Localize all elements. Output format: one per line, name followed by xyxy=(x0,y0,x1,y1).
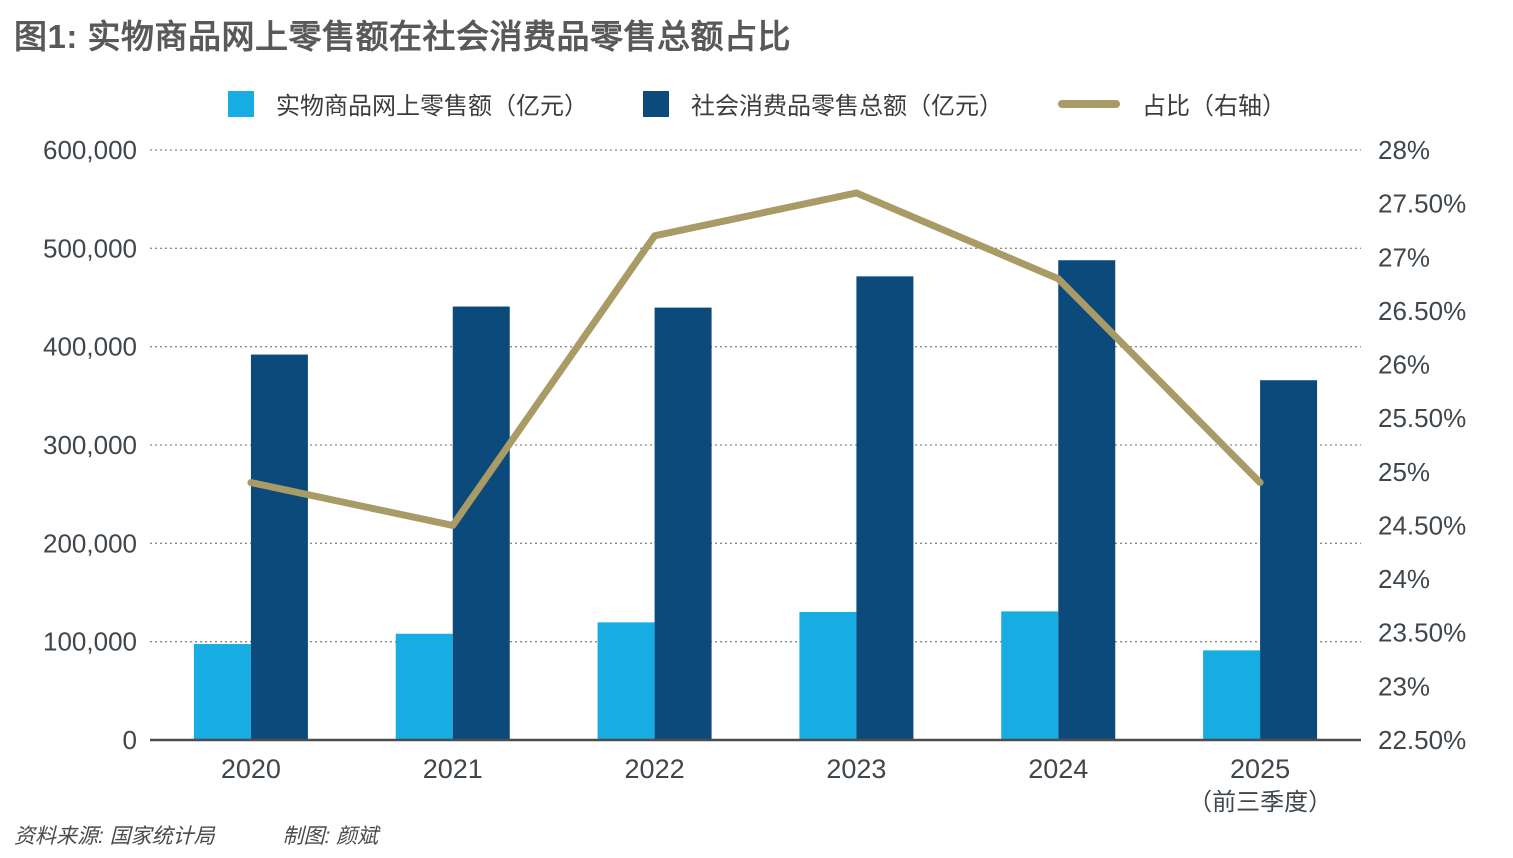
chart-title: 图1: 实物商品网上零售额在社会消费品零售总额占比 xyxy=(14,18,792,55)
right-axis-tick-label: 26.50% xyxy=(1378,296,1466,326)
bar-online-retail-2021 xyxy=(395,633,453,740)
bar-online-retail-2023 xyxy=(799,611,857,740)
left-axis-tick-label: 400,000 xyxy=(43,332,137,362)
left-axis-tick-label: 600,000 xyxy=(43,135,137,165)
bar-total-retail-2024 xyxy=(1058,260,1116,740)
bar-total-retail-2025 xyxy=(1260,380,1318,740)
right-axis-tick-label: 23.50% xyxy=(1378,618,1466,648)
x-axis-label-2021: 2021 xyxy=(423,754,483,784)
x-axis-sublabel-2025: （前三季度） xyxy=(1188,789,1332,816)
credit-text: 制图: 颜斌 xyxy=(282,825,379,848)
chart-legend: 实物商品网上零售额（亿元） 社会消费品零售总额（亿元） 占比（右轴） xyxy=(228,86,1286,121)
left-axis-tick-label: 0 xyxy=(123,725,137,755)
bar-online-retail-2024 xyxy=(1001,611,1059,740)
chart-footer: 资料来源: 国家统计局 制图: 颜斌 xyxy=(14,820,378,850)
legend-label-online-retail: 实物商品网上零售额（亿元） xyxy=(276,93,588,120)
left-axis-tick-label: 300,000 xyxy=(43,430,137,460)
x-axis-label-2022: 2022 xyxy=(625,754,685,784)
left-axis-tick-label: 100,000 xyxy=(43,627,137,657)
bar-total-retail-2023 xyxy=(856,276,914,740)
right-axis-tick-label: 25% xyxy=(1378,457,1430,487)
legend-item-online-retail: 实物商品网上零售额（亿元） xyxy=(228,86,588,121)
x-axis-label-2023: 2023 xyxy=(826,754,886,784)
right-axis-tick-label: 22.50% xyxy=(1378,725,1466,755)
right-axis-tick-label: 27.50% xyxy=(1378,189,1466,219)
bar-total-retail-2020 xyxy=(250,354,308,740)
bar-online-retail-2020 xyxy=(193,644,251,740)
bar-online-retail-2022 xyxy=(597,622,655,740)
right-axis-tick-label: 23% xyxy=(1378,671,1430,701)
right-axis-tick-label: 26% xyxy=(1378,350,1430,380)
right-axis-tick-label: 24.50% xyxy=(1378,510,1466,540)
legend-label-total-retail: 社会消费品零售总额（亿元） xyxy=(691,93,1003,120)
legend-item-ratio: 占比（右轴） xyxy=(1058,86,1286,121)
x-axis-label-2024: 2024 xyxy=(1028,754,1088,784)
bar-online-retail-2025 xyxy=(1203,650,1261,740)
left-axis-tick-label: 200,000 xyxy=(43,528,137,558)
right-axis-tick-label: 28% xyxy=(1378,135,1430,165)
legend-label-ratio: 占比（右轴） xyxy=(1142,93,1286,120)
bar-total-retail-2022 xyxy=(654,307,712,740)
left-axis-tick-label: 500,000 xyxy=(43,233,137,263)
legend-item-total-retail: 社会消费品零售总额（亿元） xyxy=(643,86,1003,121)
ratio-line xyxy=(247,189,1264,529)
legend-swatch-total-retail-icon xyxy=(643,90,669,117)
source-text: 资料来源: 国家统计局 xyxy=(14,825,215,848)
right-axis-tick-label: 24% xyxy=(1378,564,1430,594)
x-axis-label-2020: 2020 xyxy=(221,754,281,784)
bar-total-retail-2021 xyxy=(452,306,510,740)
x-axis-label-2025: 2025 xyxy=(1230,754,1290,784)
right-axis-tick-label: 27% xyxy=(1378,242,1430,272)
legend-swatch-ratio-line-icon xyxy=(1058,99,1120,108)
legend-swatch-online-retail-icon xyxy=(228,90,254,117)
right-axis-tick-label: 25.50% xyxy=(1378,403,1466,433)
